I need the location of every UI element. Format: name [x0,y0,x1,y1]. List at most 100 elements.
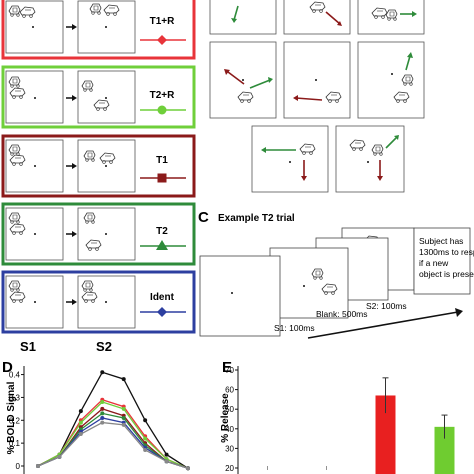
arrow-head [268,77,273,83]
series-line [37,371,189,469]
data-point [78,420,83,425]
condition-label: T2 [156,226,168,237]
y-tick-label: 70 [225,366,234,375]
condition-row: T1+R [1,0,196,60]
arrow-head [72,231,77,237]
arrow-icon [295,97,323,101]
legend-marker [140,173,186,183]
data-point [78,409,83,414]
arrow-head [72,95,77,101]
arrow-head [412,11,417,17]
arrow-icon [233,5,239,21]
arrow-head [224,69,230,75]
legend-diamond [157,307,167,317]
y-axis: 0.4 0.3 0.2 0.1 0 [9,366,25,474]
data-point [100,416,105,420]
y-tick-label: 40 [225,425,234,434]
arrow-icon [325,11,341,25]
fixation-dot [105,301,107,303]
panel-d-letter: D [2,359,13,376]
stimulus-s1 [5,0,64,54]
legend-marker [140,240,186,250]
panel-b [209,0,425,193]
panel-c-letter: C [198,209,209,226]
arrow-head [394,135,399,140]
frame-blank-caption: Blank: 500ms [316,309,368,319]
fixation-dot [391,73,393,75]
data-point [186,466,190,471]
display-frame [335,125,405,193]
frame-s1 [199,255,281,337]
legend-marker [140,105,186,115]
y-tick-label: 0.3 [9,393,21,402]
bar [434,426,455,474]
fixation-dot [32,26,34,28]
data-point [121,377,126,382]
y-tick-label: 50 [225,405,234,414]
panel-d: D % BOLD Signal 0.4 0.3 0.2 0.1 0 [2,359,190,474]
data-point [100,411,105,416]
fixation-dot [367,161,369,163]
display-frame [209,0,277,35]
data-point [164,459,169,464]
y-tick-label: 60 [225,386,234,395]
series-line [37,401,189,469]
data-point [100,420,105,425]
y-axis: 70 60 50 40 30 20 [225,366,239,474]
y-tick-label: 0.4 [9,371,21,380]
fixation-dot [303,285,305,287]
arrow-icon [405,55,411,71]
condition-label: Ident [150,292,175,303]
arrow-head [407,52,413,58]
time-arrow [307,311,459,339]
arrow-head [337,21,342,26]
bar [375,395,396,474]
condition-frame [1,0,196,60]
time-arrow-head [455,308,463,317]
legend-diamond [157,35,167,45]
condition-label: T1+R [150,16,176,27]
y-tick-label: 30 [225,444,234,453]
response-note: Subject has 1300ms to respond if a new o… [419,236,474,279]
arrow-icon [385,137,397,149]
panel-c: C Example T2 trial S1: 100ms Blank: 500m… [198,209,474,339]
panel-a: T1+R T2+R [1,0,196,354]
fixation-dot [315,79,317,81]
y-tick-label: 20 [225,464,234,473]
condition-label: T1 [156,155,168,166]
fixation-dot [105,233,107,235]
fixation-dot [105,165,107,167]
display-frame [283,0,351,35]
data-point [100,400,105,404]
panel-e-letter: E [222,359,232,376]
y-axis-label: % BOLD Signal [6,381,17,454]
fixation-dot [289,161,291,163]
condition-row: T2+R [1,65,196,129]
legend-square [157,173,167,183]
frame-s2-caption: S2: 100ms [366,301,407,311]
series-lines [36,370,190,471]
s2-column-label: S2 [96,339,112,354]
note-box [413,227,471,295]
panel-c-title: Example T2 trial [218,213,295,224]
y-axis-label: % Release [220,393,231,443]
data-point [121,406,126,411]
s1-column-label: S1 [20,339,36,354]
data-point [100,406,105,411]
fixation-dot [105,26,107,28]
arrow-head [231,18,237,23]
data-point [121,416,126,420]
fixation-dot [34,97,36,99]
y-tick-label: 0 [16,462,21,471]
arrow-head [261,147,266,153]
series-line [37,421,189,469]
condition-row: Ident [1,270,196,334]
fixation-dot [34,301,36,303]
data-point [164,452,169,457]
frame-s1-caption: S1: 100ms [274,323,315,333]
arrow-head [301,176,307,181]
stimulus-s2 [77,70,136,124]
condition-row: T2 [1,202,196,266]
arrow-head [72,24,77,30]
